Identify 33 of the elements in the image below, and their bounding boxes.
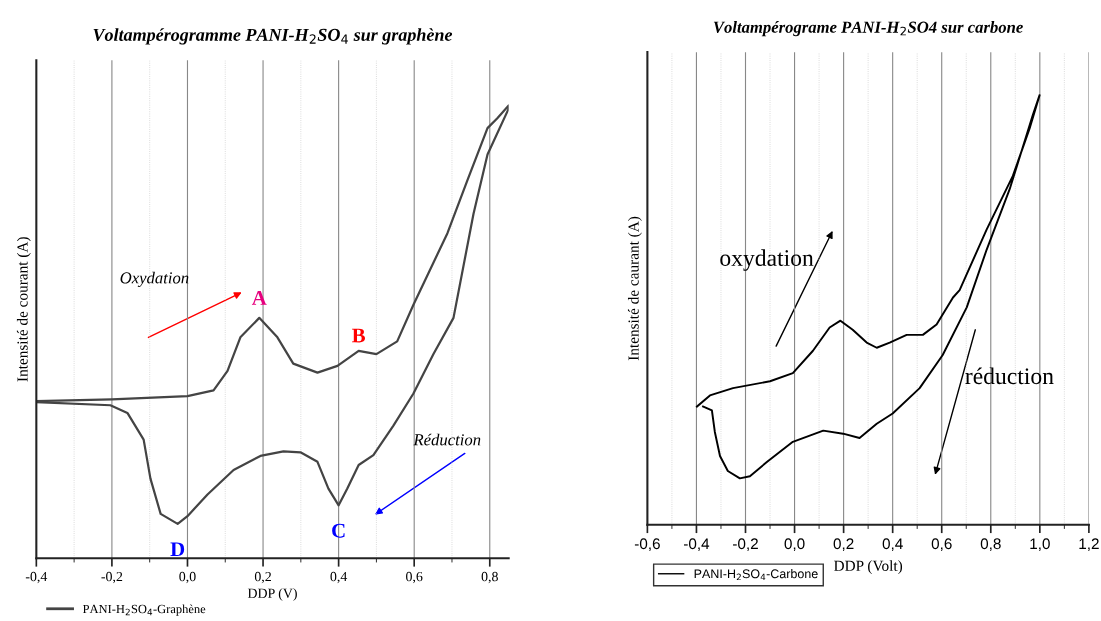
x-tick-label: 0,6	[406, 571, 423, 584]
chart-title: Voltampérogramme PANI-H$_{2}$SO$_{4}$ sur graphène	[93, 28, 453, 45]
annotation: D	[170, 542, 185, 557]
annotation: Réduction	[413, 433, 481, 446]
x-tick-label: 0,8	[481, 571, 498, 584]
x-tick-label: 1,2	[1079, 538, 1099, 551]
x-tick-label: 0,0	[179, 571, 196, 584]
y-axis-title: Intensité de courant (A)	[16, 237, 31, 382]
legend-label: PANI-H$_{2}$SO$_{4}$-Carbone	[694, 569, 818, 581]
x-tick-label: 0,8	[980, 538, 1001, 551]
x-axis-title: DDP (V)	[247, 588, 297, 601]
x-tick-label: -0,4	[683, 538, 710, 551]
x-tick-label: -0,2	[101, 571, 123, 584]
x-tick-label: 0,6	[931, 538, 952, 551]
x-tick-label: 0,4	[882, 538, 903, 551]
annotation: B	[352, 328, 366, 343]
x-axis-title: DDP (Volt)	[833, 560, 903, 575]
annotation: A	[251, 291, 267, 305]
annotation: oxydation	[720, 249, 814, 271]
annotation: réduction	[965, 367, 1054, 385]
x-tick-label: -0,4	[25, 571, 48, 584]
x-tick-label: -0,2	[733, 538, 758, 551]
x-tick-label: 0,4	[330, 571, 348, 584]
x-tick-label: 1,0	[1030, 538, 1050, 551]
x-tick-label: 0,0	[784, 538, 805, 551]
y-axis-title: Intensité de caurant (A)	[627, 216, 642, 361]
annotation: Oxydation	[120, 271, 189, 287]
chart-title: Voltampérograme PANI-H$_{2}$SO4 sur carbone	[713, 21, 1023, 37]
x-tick-label: 0,2	[833, 538, 854, 551]
annotation: C	[332, 523, 345, 538]
x-tick-label: -0,6	[634, 538, 660, 551]
legend-label: PANI-H$_{2}$SO$_{4}$-Graphène	[82, 604, 206, 616]
x-tick-label: 0,2	[254, 571, 271, 584]
